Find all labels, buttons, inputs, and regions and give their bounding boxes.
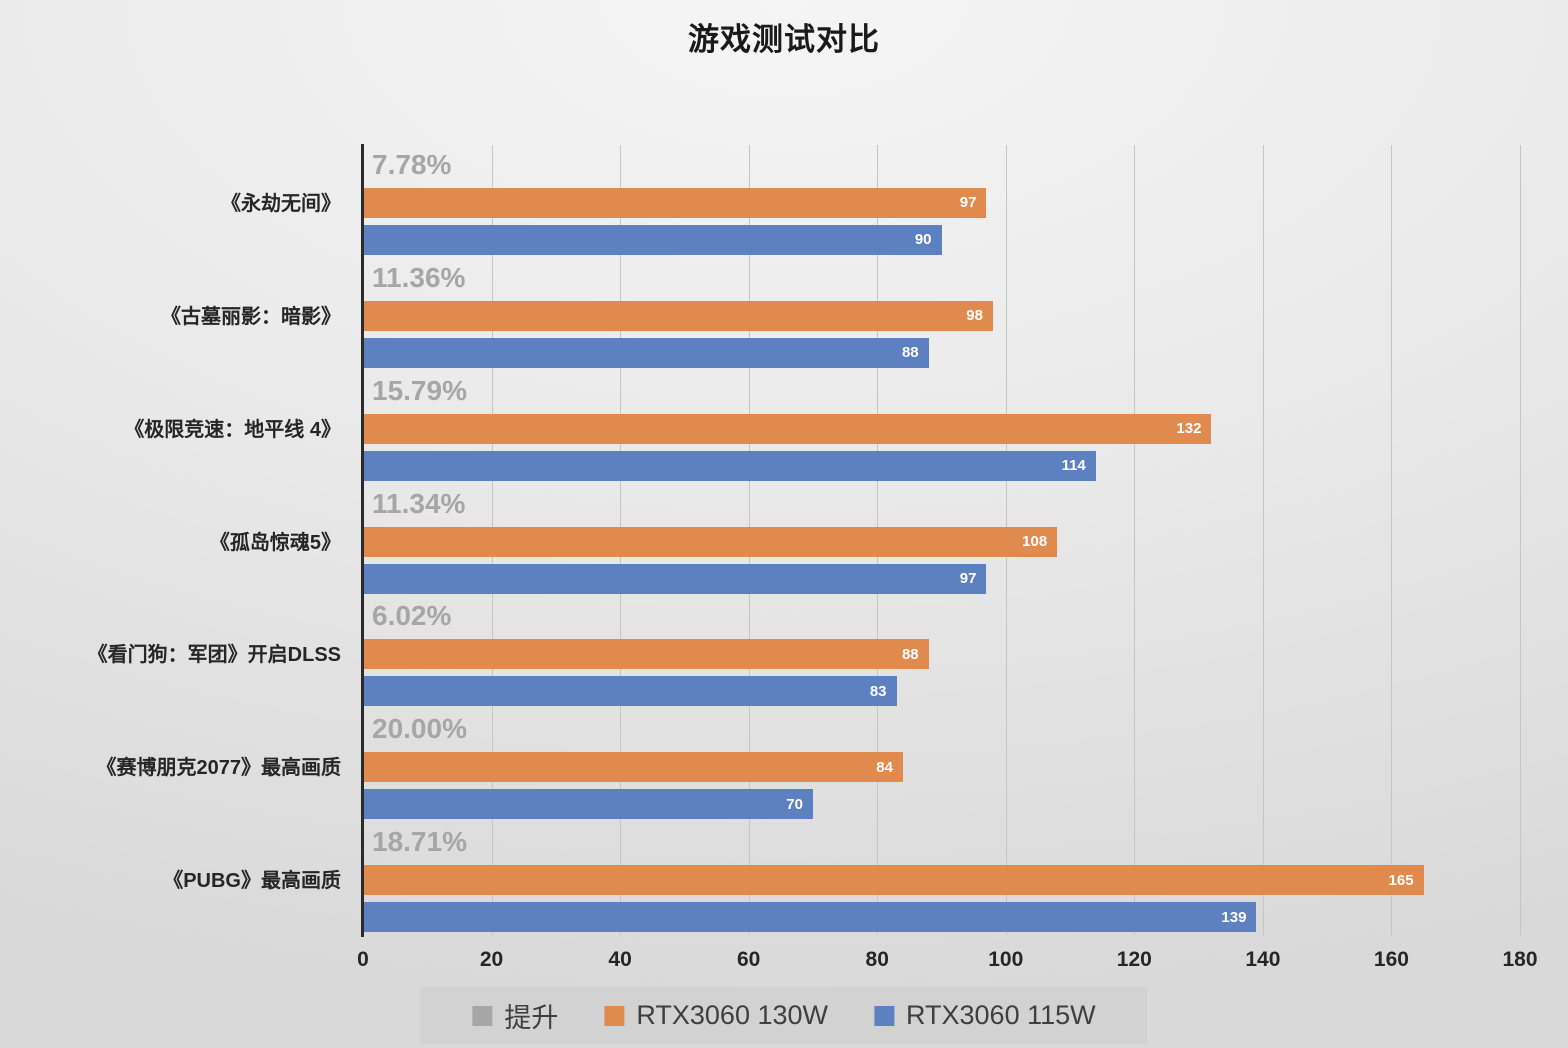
legend-label: RTX3060 115W bbox=[906, 1000, 1096, 1030]
gridline bbox=[1134, 145, 1136, 935]
bar-value-label: 90 bbox=[914, 231, 932, 249]
category-label: 《古墓丽影：暗影》 bbox=[161, 305, 341, 328]
x-tick-label: 160 bbox=[1373, 948, 1409, 971]
bar-rtx3060-130w: 97 bbox=[363, 187, 987, 218]
category-label: 《PUBG》最高画质 bbox=[163, 870, 341, 893]
bar-rtx3060-130w: 132 bbox=[363, 413, 1212, 444]
category-bars: 7.78% 97 90 bbox=[363, 145, 1520, 258]
bar-rtx3060-115w: 90 bbox=[363, 224, 942, 255]
category-bars: 11.34% 108 97 bbox=[363, 484, 1520, 597]
category-row: 《看门狗：军团》开启DLSS 6.02% 88 83 bbox=[0, 596, 1520, 709]
bar-value-label: 139 bbox=[1221, 908, 1247, 926]
bar-value-label: 84 bbox=[876, 758, 893, 776]
bar-rtx3060-130w: 108 bbox=[363, 526, 1058, 557]
category-bars: 6.02% 88 83 bbox=[363, 596, 1520, 709]
x-tick-label: 20 bbox=[479, 948, 504, 971]
category-row: 《永劫无间》 7.78% 97 90 bbox=[0, 145, 1520, 258]
bar-value-label: 88 bbox=[901, 344, 919, 362]
bar-value-label: 88 bbox=[901, 645, 919, 663]
bar-rtx3060-130w: 165 bbox=[363, 865, 1424, 896]
category-bars: 18.71% 165 139 bbox=[363, 822, 1520, 935]
legend-swatch bbox=[874, 1005, 895, 1026]
bar-rtx3060-115w: 97 bbox=[363, 563, 987, 594]
bar-rtx3060-130w: 84 bbox=[363, 752, 903, 783]
x-tick-label: 80 bbox=[865, 948, 889, 971]
category-bars: 20.00% 84 70 bbox=[363, 709, 1520, 822]
category-label: 《永劫无间》 bbox=[221, 192, 341, 215]
improvement-label: 20.00% bbox=[372, 713, 467, 745]
legend-item: RTX3060 115W bbox=[874, 1000, 1096, 1031]
improvement-label: 6.02% bbox=[372, 600, 452, 632]
legend-label: RTX3060 130W bbox=[636, 1000, 829, 1030]
rows-container: 《永劫无间》 7.78% 97 90 《古墓丽影：暗影》 11.36% 98 88 《极限竞速：… bbox=[0, 145, 1520, 935]
bar-value-label: 165 bbox=[1388, 871, 1414, 889]
category-bars: 15.79% 132 114 bbox=[363, 371, 1520, 484]
category-label: 《极限竞速：地平线 4》 bbox=[124, 418, 341, 441]
bar-value-label: 97 bbox=[959, 194, 977, 212]
x-tick-label: 40 bbox=[608, 948, 632, 971]
bar-rtx3060-130w: 88 bbox=[363, 639, 929, 670]
category-bars: 11.36% 98 88 bbox=[363, 258, 1520, 371]
bar-rtx3060-115w: 114 bbox=[363, 450, 1096, 481]
improvement-label: 15.79% bbox=[372, 374, 467, 406]
category-label: 《看门狗：军团》开启DLSS bbox=[87, 644, 341, 667]
x-tick-label: 60 bbox=[736, 948, 761, 971]
bar-value-label: 98 bbox=[966, 307, 983, 325]
bar-value-label: 114 bbox=[1061, 457, 1086, 475]
bar-value-label: 108 bbox=[1022, 533, 1048, 550]
bar-rtx3060-130w: 98 bbox=[363, 300, 993, 331]
bar-value-label: 70 bbox=[786, 795, 803, 813]
x-tick-label: 180 bbox=[1502, 948, 1538, 971]
bar-rtx3060-115w: 88 bbox=[363, 337, 929, 368]
bar-rtx3060-115w: 139 bbox=[363, 902, 1257, 933]
category-row: 《极限竞速：地平线 4》 15.79% 132 114 bbox=[0, 371, 1520, 484]
bar-value-label: 97 bbox=[959, 570, 977, 587]
improvement-label: 7.78% bbox=[372, 148, 452, 180]
bar-rtx3060-115w: 83 bbox=[363, 676, 897, 707]
legend-item: 提升 bbox=[472, 996, 558, 1035]
bar-value-label: 132 bbox=[1176, 420, 1202, 438]
legend-swatch bbox=[604, 1005, 625, 1026]
category-row: 《赛博朋克2077》最高画质 20.00% 84 70 bbox=[0, 709, 1520, 822]
category-label: 《赛博朋克2077》最高画质 bbox=[96, 757, 342, 780]
gridline bbox=[1520, 145, 1521, 935]
category-label: 《孤岛惊魂5》 bbox=[209, 531, 341, 554]
improvement-label: 11.34% bbox=[372, 487, 466, 519]
gridline bbox=[1391, 145, 1393, 935]
chart-title: 游戏测试对比 bbox=[688, 22, 880, 57]
x-tick-label: 140 bbox=[1245, 948, 1281, 971]
category-row: 《古墓丽影：暗影》 11.36% 98 88 bbox=[0, 258, 1520, 371]
legend-swatch bbox=[472, 1005, 493, 1026]
bar-value-label: 83 bbox=[869, 682, 887, 700]
gridline bbox=[1262, 145, 1264, 935]
bar-rtx3060-115w: 70 bbox=[363, 789, 813, 820]
x-tick-label: 100 bbox=[988, 948, 1024, 971]
category-row: 《PUBG》最高画质 18.71% 165 139 bbox=[0, 822, 1520, 935]
y-axis-line bbox=[361, 144, 364, 937]
legend-label: 提升 bbox=[504, 1003, 559, 1033]
x-tick-label: 120 bbox=[1116, 948, 1152, 971]
x-axis: 0 20 40 60 80 100 120 140 160 180 bbox=[357, 948, 1537, 978]
legend-item: RTX3060 130W bbox=[604, 1000, 828, 1031]
improvement-label: 18.71% bbox=[372, 826, 467, 858]
x-tick-label: 0 bbox=[357, 948, 369, 971]
category-row: 《孤岛惊魂5》 11.34% 108 97 bbox=[0, 484, 1520, 597]
legend: 提升 RTX3060 130W RTX3060 115W bbox=[420, 987, 1148, 1044]
improvement-label: 11.36% bbox=[372, 261, 466, 293]
